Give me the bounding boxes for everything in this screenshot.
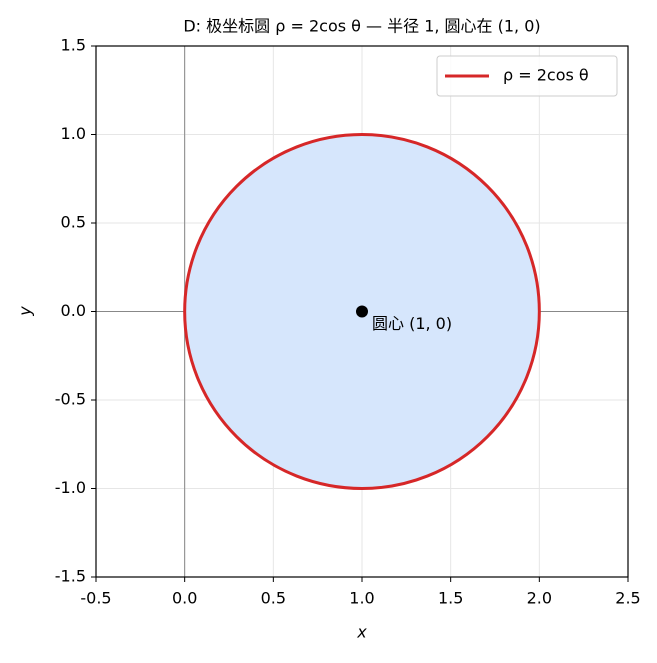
y-tick-label: 1.0	[61, 124, 86, 143]
x-tick-label: 2.5	[615, 589, 640, 608]
y-tick-label: 0.5	[61, 213, 86, 232]
legend-label: ρ = 2cos θ	[503, 66, 589, 85]
y-tick-label: 1.5	[61, 36, 86, 55]
center-point	[356, 305, 368, 318]
x-axis-label: x	[356, 623, 367, 642]
x-tick-label: 1.0	[349, 589, 374, 608]
y-tick-label: -1.5	[55, 567, 86, 586]
chart-title: D: 极坐标圆 ρ = 2cos θ — 半径 1, 圆心在 (1, 0)	[183, 17, 540, 36]
legend-box	[436, 55, 618, 97]
x-tick-label: 1.5	[438, 589, 463, 608]
y-tick-label: 0.0	[61, 301, 86, 320]
plot-frame	[95, 45, 629, 578]
x-tick-label: 0.5	[261, 589, 286, 608]
x-tick-label: 2.0	[527, 589, 552, 608]
annotation: 圆心 (1, 0)	[372, 314, 452, 333]
y-tick-label: -0.5	[55, 390, 86, 409]
x-tick-label: -0.5	[80, 589, 111, 608]
y-tick-label: -1.0	[55, 478, 86, 497]
y-axis-label: y	[16, 306, 35, 317]
x-tick-label: 0.0	[172, 589, 197, 608]
